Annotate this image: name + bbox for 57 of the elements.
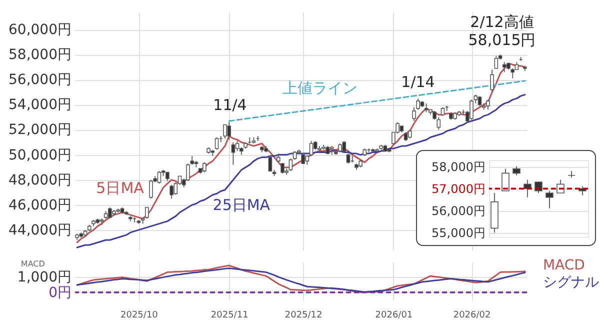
candlestick (346, 153, 350, 164)
annotation: 11/4 (213, 96, 247, 114)
candlestick (546, 190, 554, 209)
y-tick-label: 54,000円 (8, 97, 72, 114)
annotation: 1/14 (401, 73, 435, 91)
candlestick (478, 95, 482, 106)
candlestick (235, 140, 240, 152)
annotation: 58,015円 (468, 31, 536, 49)
annotation: 2/12高値 (470, 13, 534, 31)
candlestick (223, 124, 227, 140)
series-label: 25日MA (212, 196, 271, 214)
x-tick-label: 2025/11 (210, 310, 248, 320)
candlestick (227, 122, 231, 140)
x-tick-label: 2025/10 (120, 310, 158, 320)
candlestick (494, 55, 498, 69)
candlestick (502, 62, 506, 73)
y-tick-label: 60,000円 (8, 22, 72, 38)
candlestick (301, 153, 305, 164)
candlestick (342, 140, 346, 152)
line-series (76, 62, 526, 244)
candlestick (149, 179, 153, 200)
candlestick (268, 156, 272, 172)
line-series (76, 94, 526, 248)
series-label: 上値ライン (282, 78, 358, 97)
candlestick (512, 166, 520, 176)
y-tick-label: 1,000円 (17, 270, 72, 286)
candlestick (157, 170, 162, 184)
y-tick-label: 58,000円 (8, 47, 72, 64)
y-tick-label: 48,000円 (8, 172, 72, 188)
candlestick (280, 163, 284, 174)
candlestick (231, 142, 236, 166)
y-tick-label: 46,000円 (8, 197, 72, 214)
x-tick-label: 2026/02 (453, 310, 491, 320)
candlestick (490, 69, 494, 93)
candlestick (486, 99, 490, 110)
y-tick-label: 44,000円 (8, 222, 72, 238)
candlestick (309, 140, 314, 157)
x-tick-label: 2026/01 (375, 310, 413, 320)
candlestick (108, 206, 112, 218)
candlestick (170, 184, 174, 200)
series-label: シグナル (542, 274, 599, 290)
candlestick (145, 206, 149, 220)
y-tick-label: 52,000円 (8, 122, 72, 138)
y-tick-label: 56,000円 (8, 72, 72, 88)
candlestick (214, 136, 219, 150)
chart-title: MACD (20, 259, 45, 268)
y-tick-label: 58,000円 (432, 160, 486, 174)
y-tick-label: 57,000円 (432, 182, 486, 196)
candlestick (202, 162, 206, 173)
y-tick-label: 56,000円 (432, 204, 486, 218)
series-label: 5日MA (96, 178, 145, 197)
y-tick-label: 0円 (48, 284, 72, 301)
y-tick-label: 55,000円 (432, 226, 486, 240)
candlestick (288, 158, 293, 172)
x-tick-label: 2025/12 (284, 310, 322, 320)
series-label: MACD (542, 257, 585, 274)
y-tick-label: 50,000円 (8, 147, 72, 164)
